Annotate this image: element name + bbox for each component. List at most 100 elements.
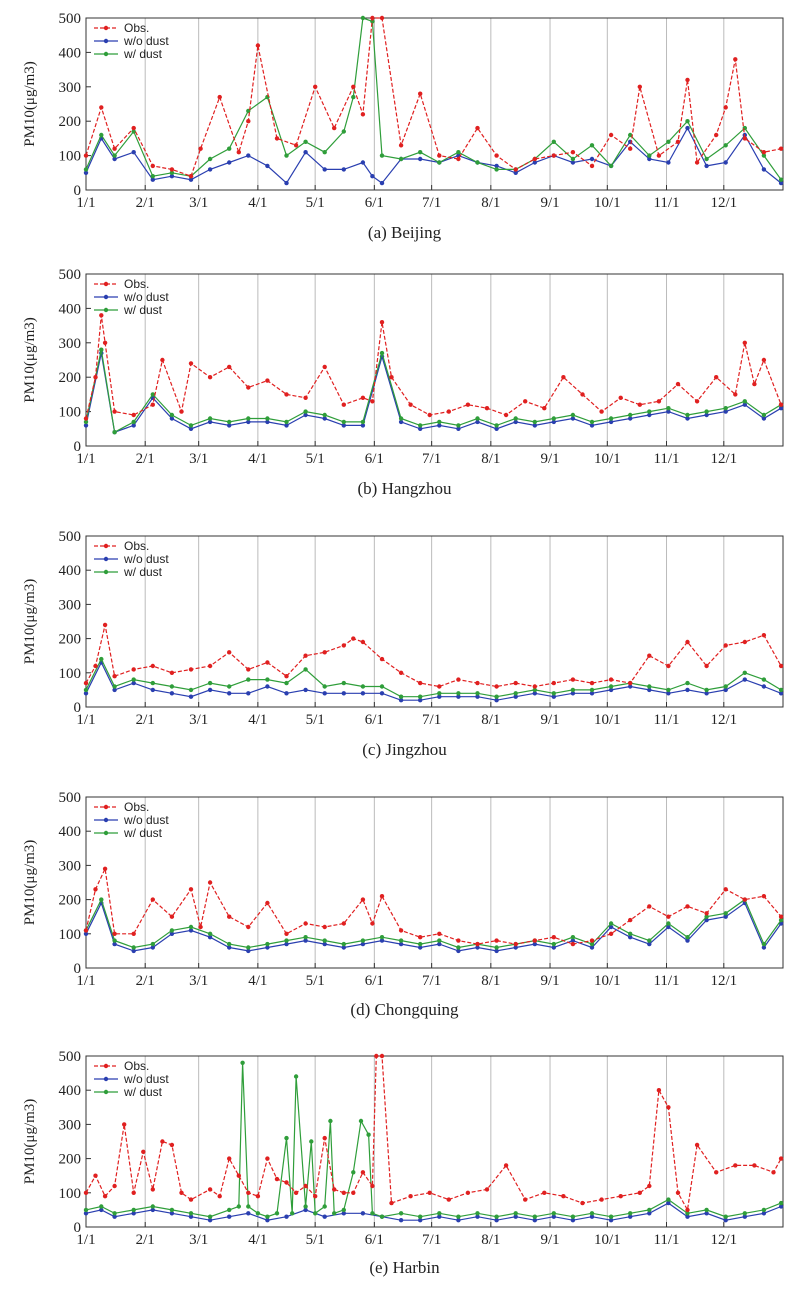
data-point-with-dust: [313, 1211, 318, 1216]
data-point-with-dust: [513, 691, 518, 696]
data-point-obs: [322, 1135, 327, 1141]
data-point-obs: [83, 153, 89, 158]
data-point-without-dust: [265, 163, 270, 169]
data-point-obs: [551, 680, 556, 686]
data-point-without-dust: [284, 1214, 289, 1219]
data-point-without-dust: [723, 160, 728, 165]
data-point-obs: [198, 924, 203, 930]
data-point-without-dust: [437, 694, 442, 699]
data-point-with-dust: [188, 1211, 194, 1216]
data-point-without-dust: [169, 416, 175, 421]
x-tick-label: 6/1: [365, 712, 384, 728]
data-point-without-dust: [379, 938, 385, 943]
data-point-obs: [513, 941, 518, 947]
data-point-obs: [761, 633, 767, 638]
legend-marker-with-dust: [103, 51, 109, 57]
data-point-obs: [742, 897, 747, 902]
data-point-with-dust: [169, 1207, 175, 1213]
data-point-without-dust: [723, 687, 728, 693]
data-point-obs: [742, 639, 747, 645]
data-point-obs: [685, 639, 690, 645]
y-tick-label: 0: [74, 961, 82, 977]
legend-label-without-dust: w/o dust: [123, 552, 169, 566]
legend-label-obs: Obs.: [124, 21, 149, 35]
data-point-with-dust: [608, 1214, 614, 1219]
x-tick-label: 3/1: [189, 712, 208, 728]
data-point-with-dust: [778, 917, 784, 923]
data-point-with-dust: [608, 921, 614, 926]
y-tick-label: 100: [59, 666, 82, 682]
legend-label-without-dust: w/o dust: [123, 1072, 169, 1086]
data-point-obs: [685, 904, 690, 909]
x-tick-label: 4/1: [248, 195, 267, 211]
data-point-with-dust: [685, 680, 690, 686]
data-point-with-dust: [131, 419, 136, 425]
data-point-without-dust: [666, 691, 671, 696]
data-point-with-dust: [370, 19, 375, 24]
data-point-with-dust: [551, 1211, 556, 1216]
legend-label-without-dust: w/o dust: [123, 290, 169, 304]
x-tick-label: 12/1: [710, 973, 737, 989]
data-point-without-dust: [83, 1211, 89, 1216]
data-point-with-dust: [207, 416, 213, 421]
data-point-with-dust: [284, 153, 289, 158]
data-point-with-dust: [778, 1200, 784, 1206]
data-point-obs: [351, 84, 356, 90]
data-point-without-dust: [628, 1214, 633, 1219]
data-point-obs: [475, 680, 480, 686]
data-point-with-dust: [761, 412, 767, 418]
data-point-obs: [628, 680, 633, 686]
data-point-with-dust: [131, 945, 136, 950]
data-point-obs: [618, 395, 623, 400]
y-tick-label: 400: [59, 824, 82, 840]
data-point-obs: [303, 921, 308, 926]
data-point-with-dust: [236, 1204, 241, 1209]
data-point-with-dust: [704, 409, 709, 414]
data-point-with-dust: [265, 941, 270, 947]
data-point-without-dust: [570, 1218, 576, 1223]
data-point-obs: [778, 146, 784, 151]
data-point-obs: [179, 409, 184, 414]
data-point-without-dust: [303, 150, 308, 155]
data-point-without-dust: [207, 935, 213, 940]
data-point-obs: [160, 1139, 165, 1144]
data-point-with-dust: [99, 132, 104, 138]
data-point-obs: [771, 1170, 776, 1175]
data-point-with-dust: [513, 1211, 518, 1216]
data-point-without-dust: [551, 419, 556, 425]
data-point-without-dust: [169, 931, 175, 936]
data-point-with-dust: [112, 1211, 117, 1216]
data-point-obs: [398, 670, 404, 675]
data-point-without-dust: [370, 174, 375, 179]
data-point-with-dust: [169, 928, 175, 933]
data-point-without-dust: [778, 406, 784, 411]
data-point-without-dust: [475, 945, 480, 950]
data-point-with-dust: [207, 931, 213, 936]
data-point-without-dust: [761, 684, 767, 689]
data-point-without-dust: [513, 1214, 518, 1219]
data-point-with-dust: [265, 1214, 270, 1219]
series-line-obs: [85, 624, 782, 688]
data-point-with-dust: [685, 412, 690, 418]
data-point-with-dust: [351, 94, 356, 100]
data-point-obs: [169, 1142, 175, 1148]
data-point-obs: [360, 639, 366, 645]
data-point-obs: [561, 375, 566, 380]
data-point-with-dust: [188, 423, 194, 428]
x-tick-label: 5/1: [306, 973, 325, 989]
data-point-without-dust: [532, 1218, 537, 1223]
data-point-with-dust: [150, 680, 155, 686]
data-point-obs: [523, 1197, 528, 1202]
data-point-with-dust: [418, 150, 423, 155]
data-point-obs: [666, 663, 671, 669]
data-point-with-dust: [284, 680, 289, 686]
data-point-obs: [666, 914, 671, 919]
series-line-with-dust: [85, 657, 782, 698]
data-point-without-dust: [246, 948, 251, 954]
x-tick-label: 11/1: [653, 712, 679, 728]
data-point-obs: [637, 84, 642, 90]
data-point-with-dust: [83, 419, 89, 425]
data-point-with-dust: [322, 938, 327, 943]
x-tick-label: 10/1: [594, 712, 621, 728]
legend-label-without-dust: w/o dust: [123, 34, 169, 48]
